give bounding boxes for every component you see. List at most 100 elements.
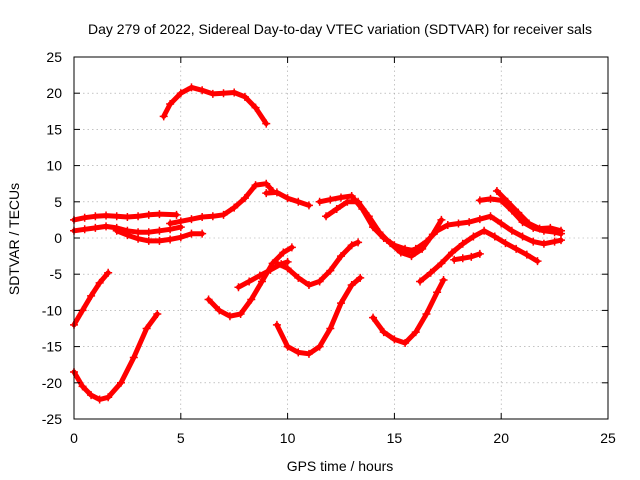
data-point-marker: [480, 226, 489, 235]
data-point-marker: [486, 194, 495, 203]
data-point-marker: [142, 324, 151, 333]
data-point-marker: [326, 266, 335, 275]
data-point-marker: [116, 378, 125, 387]
y-tick-label: 0: [54, 230, 62, 246]
data-point-marker: [166, 100, 175, 109]
data-point-marker: [332, 205, 341, 214]
series-track-16: [402, 213, 564, 255]
data-point-marker: [208, 89, 217, 98]
data-point-marker: [123, 231, 132, 240]
data-point-marker: [401, 338, 410, 347]
data-point-marker: [401, 248, 410, 257]
data-point-marker: [283, 194, 292, 203]
data-point-marker: [204, 295, 213, 304]
data-point-marker: [557, 226, 566, 235]
data-point-marker: [507, 226, 516, 235]
data-point-marker: [247, 295, 256, 304]
data-point-marker: [386, 239, 395, 248]
x-tick-label: 20: [493, 430, 509, 446]
data-point-marker: [337, 193, 345, 202]
data-point-marker: [304, 349, 313, 358]
data-point-marker: [187, 229, 196, 238]
data-point-marker: [512, 244, 521, 253]
data-point-marker: [364, 212, 373, 221]
data-point-marker: [80, 225, 89, 234]
data-point-marker: [535, 224, 544, 233]
data-point-marker: [407, 252, 416, 261]
data-point-marker: [80, 213, 89, 222]
series-track-3: [71, 211, 179, 223]
data-point-marker: [272, 188, 281, 197]
data-point-marker: [524, 219, 533, 228]
data-point-marker: [469, 232, 478, 241]
data-point-marker: [287, 243, 296, 252]
y-axis-label: SDTVAR / TECUs: [6, 183, 22, 295]
data-point-marker: [347, 241, 356, 250]
data-point-marker: [240, 92, 249, 101]
data-point-marker: [153, 310, 162, 319]
data-point-marker: [490, 232, 499, 241]
data-point-marker: [326, 324, 335, 333]
data-point-marker: [219, 89, 228, 98]
data-point-marker: [422, 310, 431, 319]
data-point-marker: [251, 181, 260, 190]
x-axis-label: GPS time / hours: [287, 458, 394, 474]
data-point-marker: [255, 271, 264, 280]
series-track-17: [417, 228, 540, 284]
y-tick-label: 10: [46, 158, 62, 174]
data-point-marker: [262, 119, 271, 128]
data-point-marker: [279, 248, 288, 257]
data-point-marker: [230, 203, 239, 212]
data-point-marker: [533, 257, 542, 266]
data-point-marker: [356, 273, 365, 282]
data-point-marker: [433, 288, 442, 297]
data-point-marker: [304, 201, 313, 210]
data-point-marker: [347, 192, 356, 201]
data-point-marker: [208, 212, 217, 221]
data-point-marker: [486, 212, 495, 221]
data-point-marker: [503, 197, 512, 206]
data-point-marker: [240, 194, 249, 203]
data-point-marker: [155, 236, 164, 245]
data-point-marker: [230, 88, 239, 97]
data-point-marker: [315, 197, 324, 206]
data-point-marker: [112, 212, 121, 221]
data-point-marker: [91, 223, 100, 232]
data-point-marker: [166, 219, 175, 228]
data-point-marker: [411, 244, 420, 253]
data-point-marker: [245, 277, 254, 286]
data-point-marker: [294, 197, 303, 206]
data-point-marker: [497, 219, 506, 228]
data-point-marker: [236, 310, 245, 319]
data-point-marker: [450, 255, 459, 264]
data-point-marker: [465, 218, 474, 227]
data-point-marker: [411, 328, 420, 337]
data-point-marker: [550, 237, 559, 246]
data-point-marker: [337, 252, 345, 261]
data-point-marker: [95, 395, 104, 404]
y-tick-label: -15: [42, 339, 62, 355]
data-point-marker: [501, 239, 510, 248]
data-point-marker: [354, 238, 363, 247]
data-point-marker: [172, 210, 181, 219]
data-point-marker: [522, 250, 531, 259]
data-point-marker: [347, 281, 356, 290]
data-point-marker: [234, 283, 243, 292]
data-point-marker: [283, 342, 292, 351]
data-point-marker: [225, 312, 234, 321]
series-track-15: [370, 277, 446, 346]
data-point-marker: [369, 313, 378, 322]
data-point-marker: [95, 278, 104, 287]
data-point-marker: [443, 220, 452, 229]
data-point-marker: [375, 228, 384, 237]
data-point-marker: [514, 208, 523, 217]
data-point-marker: [176, 89, 185, 98]
y-tick-label: 15: [46, 121, 62, 137]
data-point-marker: [448, 248, 457, 257]
data-point-marker: [144, 210, 153, 219]
data-point-marker: [272, 320, 281, 329]
data-point-marker: [426, 268, 435, 277]
data-point-marker: [134, 234, 143, 243]
data-point-marker: [129, 353, 138, 362]
series-track-14: [323, 199, 444, 259]
